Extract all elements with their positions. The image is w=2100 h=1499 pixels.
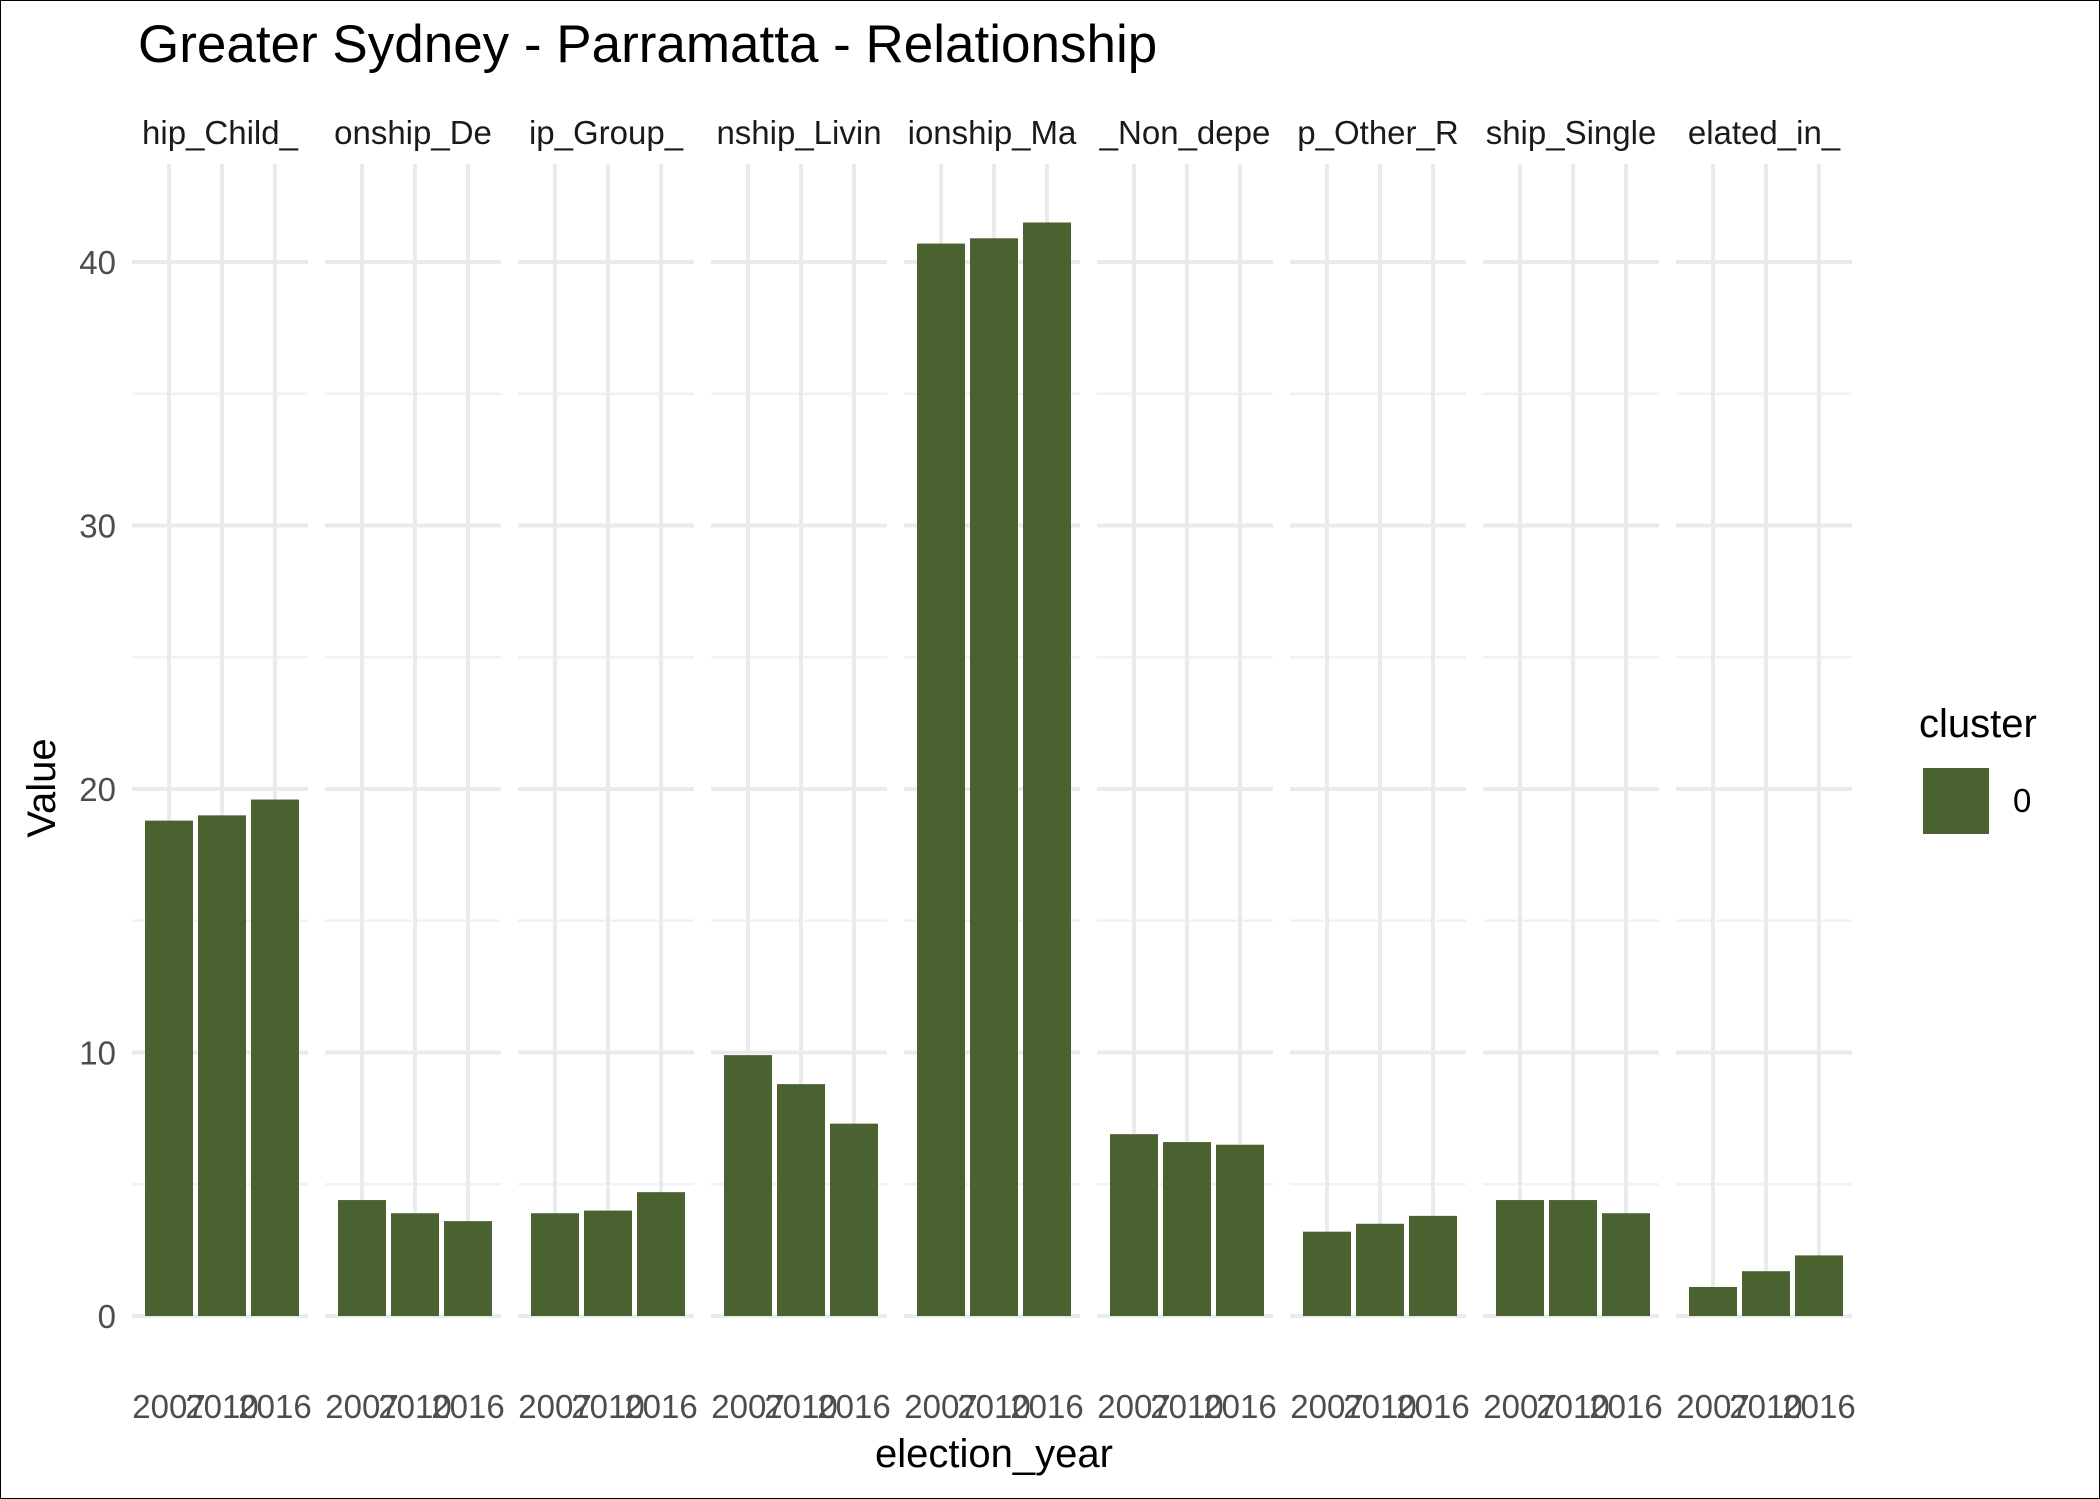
bar [251, 799, 299, 1316]
y-axis-title: Value [20, 738, 64, 837]
legend: cluster 0 [1919, 702, 2037, 834]
x-tick-label: 2010 [957, 1388, 1030, 1425]
y-tick-label: 40 [79, 244, 116, 281]
bar [1216, 1144, 1264, 1316]
x-tick-label: 2007 [1290, 1388, 1363, 1425]
bar [338, 1200, 386, 1316]
facet-panels: hip_Child_200720102016onship_De200720102… [132, 114, 1856, 1425]
x-tick-label: 2010 [1343, 1388, 1416, 1425]
bar [637, 1192, 685, 1316]
bar [970, 238, 1018, 1316]
bar [1602, 1213, 1650, 1316]
x-tick-label: 2007 [325, 1388, 398, 1425]
bar [1742, 1271, 1790, 1316]
bar [1163, 1142, 1211, 1316]
x-tick-label: 2007 [1483, 1388, 1556, 1425]
facet-strip-label: elated_in_ [1688, 114, 1841, 151]
legend-entry-label: 0 [2013, 782, 2031, 819]
bar [444, 1221, 492, 1316]
x-tick-label: 2016 [624, 1388, 697, 1425]
bar [1303, 1231, 1351, 1316]
facet-strip-label: ionship_Ma [908, 114, 1077, 151]
facet-strip-label: nship_Livin [716, 114, 881, 151]
facet-strip-label: _Non_depe [1099, 114, 1271, 151]
x-tick-label: 2010 [764, 1388, 837, 1425]
facet-strip-label: ip_Group_ [529, 114, 684, 151]
y-tick-label: 0 [98, 1298, 116, 1335]
bar [1110, 1134, 1158, 1316]
x-tick-label: 2007 [518, 1388, 591, 1425]
bar [145, 820, 193, 1316]
y-axis: 0 10 20 30 40 [79, 244, 116, 1335]
bar [724, 1055, 772, 1316]
bar [1689, 1287, 1737, 1316]
facet-strip-label: hip_Child_ [142, 114, 299, 151]
x-tick-label: 2010 [185, 1388, 258, 1425]
x-tick-label: 2007 [904, 1388, 977, 1425]
y-tick-label: 10 [79, 1035, 116, 1072]
bar [391, 1213, 439, 1316]
x-tick-label: 2016 [431, 1388, 504, 1425]
y-tick-label: 30 [79, 508, 116, 545]
x-tick-label: 2016 [238, 1388, 311, 1425]
x-tick-label: 2010 [1729, 1388, 1802, 1425]
x-tick-label: 2016 [1589, 1388, 1662, 1425]
bar [1023, 222, 1071, 1317]
facet-strip-label: onship_De [334, 114, 492, 151]
x-tick-label: 2010 [1536, 1388, 1609, 1425]
bar [917, 243, 965, 1317]
x-tick-label: 2016 [1010, 1388, 1083, 1425]
bar [777, 1084, 825, 1316]
x-tick-label: 2016 [1396, 1388, 1469, 1425]
bar [584, 1210, 632, 1316]
facet-strip-label: p_Other_R [1297, 114, 1458, 151]
x-axis-title: election_year [875, 1432, 1113, 1476]
bar [1356, 1223, 1404, 1316]
facet-strip-label: ship_Single [1486, 114, 1657, 151]
y-tick-label: 20 [79, 771, 116, 808]
x-tick-label: 2016 [1203, 1388, 1276, 1425]
x-tick-label: 2016 [817, 1388, 890, 1425]
legend-title: cluster [1919, 702, 2037, 746]
x-tick-label: 2010 [1150, 1388, 1223, 1425]
x-tick-label: 2010 [378, 1388, 451, 1425]
x-tick-label: 2007 [1097, 1388, 1170, 1425]
bar [830, 1123, 878, 1316]
x-tick-label: 2007 [132, 1388, 205, 1425]
bar [198, 815, 246, 1316]
x-tick-label: 2016 [1782, 1388, 1855, 1425]
chart-title: Greater Sydney - Parramatta - Relationsh… [138, 15, 1157, 74]
bar [1409, 1215, 1457, 1316]
legend-key-swatch [1923, 768, 1989, 834]
bar [1496, 1200, 1544, 1316]
x-tick-label: 2007 [1676, 1388, 1749, 1425]
x-tick-label: 2007 [711, 1388, 784, 1425]
bar [531, 1213, 579, 1316]
bar [1549, 1200, 1597, 1316]
bar [1795, 1255, 1843, 1316]
x-tick-label: 2010 [571, 1388, 644, 1425]
